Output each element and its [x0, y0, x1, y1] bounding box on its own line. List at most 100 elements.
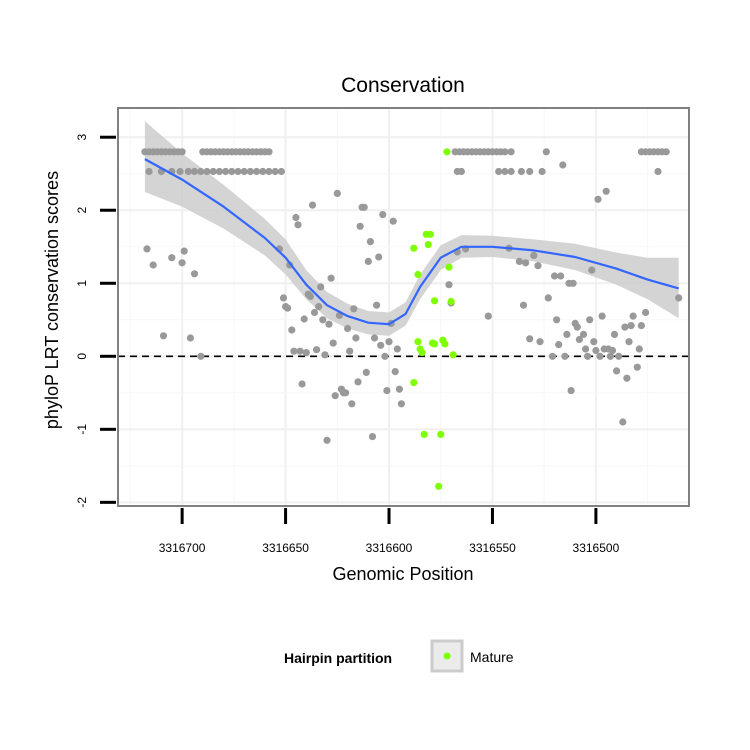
- data-point: [240, 167, 248, 176]
- mature-data-point: [430, 297, 439, 305]
- data-point: [294, 221, 302, 229]
- x-tick-label: 3316700: [159, 541, 206, 555]
- data-point: [602, 187, 610, 195]
- data-point: [313, 346, 321, 354]
- data-point: [302, 349, 310, 357]
- data-point: [637, 322, 646, 330]
- mature-data-point: [437, 430, 445, 438]
- data-point: [319, 316, 327, 324]
- data-point: [395, 385, 403, 393]
- data-point: [615, 352, 623, 360]
- data-point: [325, 320, 333, 328]
- mature-data-point: [416, 345, 424, 353]
- mature-data-point: [430, 340, 439, 348]
- data-point: [457, 167, 465, 176]
- data-point: [327, 274, 335, 282]
- data-point: [608, 346, 617, 355]
- data-point: [259, 167, 267, 176]
- data-point: [176, 167, 184, 176]
- data-point: [190, 167, 199, 176]
- data-point: [391, 368, 399, 376]
- data-point: [526, 335, 534, 343]
- data-point: [306, 292, 314, 300]
- data-point: [290, 347, 298, 355]
- y-tick-label: 1: [75, 280, 89, 287]
- data-point: [445, 281, 453, 289]
- data-point: [507, 167, 515, 176]
- data-point: [397, 400, 405, 408]
- data-point: [342, 389, 350, 397]
- data-point: [389, 217, 397, 225]
- smooth-line-path: [144, 158, 679, 326]
- data-point: [633, 363, 641, 371]
- mature-data-point: [443, 148, 451, 156]
- data-point: [569, 279, 577, 287]
- data-point: [317, 283, 325, 291]
- data-point: [575, 335, 584, 344]
- data-point: [296, 347, 304, 355]
- data-point: [588, 266, 596, 274]
- y-axis: -2 -1 0 1 2 3: [75, 134, 116, 508]
- data-point: [184, 167, 192, 176]
- data-point: [621, 323, 629, 331]
- other-points: [141, 148, 683, 444]
- data-point: [555, 341, 563, 349]
- data-point: [548, 352, 557, 360]
- data-point: [538, 167, 546, 176]
- data-point: [484, 312, 492, 320]
- data-point: [561, 352, 569, 360]
- data-point: [629, 312, 637, 320]
- data-point: [168, 254, 176, 262]
- data-point: [625, 338, 633, 346]
- mature-data-point: [420, 430, 428, 438]
- data-point: [234, 167, 242, 176]
- data-point: [592, 346, 600, 355]
- mature-data-point: [426, 230, 434, 238]
- data-point: [356, 222, 364, 230]
- plot-frame: [117, 107, 690, 507]
- data-point: [590, 338, 598, 346]
- legend-title: Hairpin partition: [284, 650, 392, 666]
- data-point: [544, 294, 552, 302]
- data-point: [373, 301, 381, 309]
- data-point: [265, 148, 273, 156]
- x-axis: 3316700 3316650 3316600 3316550 3316500: [159, 508, 620, 555]
- data-point: [379, 211, 387, 219]
- data-point: [209, 167, 217, 176]
- mature-data-point: [445, 263, 453, 271]
- y-axis-title: phyloP LRT conservation scores: [42, 171, 62, 429]
- data-point: [360, 203, 368, 211]
- data-point: [277, 167, 285, 176]
- data-point: [619, 418, 627, 426]
- mature-data-point: [414, 270, 422, 279]
- data-point: [606, 352, 615, 360]
- data-point: [370, 334, 379, 342]
- mature-data-point: [410, 379, 418, 387]
- y-tick-label: -2: [75, 497, 89, 508]
- data-point: [542, 148, 550, 156]
- data-point: [186, 334, 194, 342]
- data-point: [550, 272, 559, 280]
- data-point: [596, 352, 604, 360]
- data-point: [180, 247, 188, 255]
- data-point: [553, 316, 561, 324]
- data-point: [354, 378, 362, 386]
- x-tick-label: 3316600: [366, 541, 413, 555]
- smooth-trend-line: [144, 158, 679, 326]
- data-point: [149, 261, 157, 269]
- data-point: [215, 167, 223, 176]
- mature-data-point: [410, 244, 418, 252]
- data-point: [348, 400, 356, 408]
- data-point: [662, 148, 670, 156]
- data-point: [377, 341, 385, 349]
- data-point: [366, 238, 374, 246]
- mature-data-point: [414, 338, 422, 346]
- data-point: [536, 338, 544, 346]
- data-point: [265, 167, 273, 176]
- data-point: [598, 312, 606, 320]
- data-point: [675, 294, 683, 302]
- data-point: [315, 303, 323, 311]
- data-point: [253, 167, 261, 176]
